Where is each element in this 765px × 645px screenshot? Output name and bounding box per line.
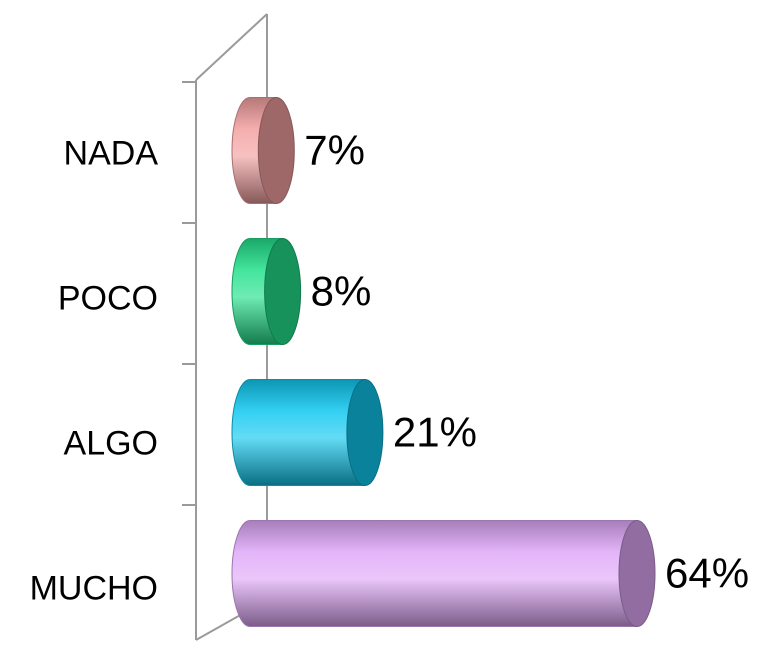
bar-end-cap <box>346 379 384 486</box>
value-label: 7% <box>304 127 365 174</box>
axis-top-edge <box>195 13 268 81</box>
labels: NADA 7% POCO 8% ALGO 21% MUCHO 64% <box>30 127 750 608</box>
category-label: POCO <box>58 280 158 318</box>
bar-end-cap <box>264 238 302 345</box>
bar-end-cap <box>257 97 295 204</box>
category-label: NADA <box>64 135 159 173</box>
bar-mucho <box>231 520 656 627</box>
bar-algo <box>231 379 384 486</box>
value-label: 8% <box>311 268 372 315</box>
bar-poco <box>231 238 302 345</box>
bar-end-cap <box>618 520 656 627</box>
category-label: ALGO <box>64 425 158 463</box>
category-label: MUCHO <box>30 570 158 608</box>
bar-nada <box>231 97 295 204</box>
value-label: 21% <box>393 409 477 456</box>
value-label: 64% <box>665 550 749 597</box>
bar-body <box>231 520 638 627</box>
bar-body <box>231 379 366 486</box>
bars <box>231 97 656 627</box>
